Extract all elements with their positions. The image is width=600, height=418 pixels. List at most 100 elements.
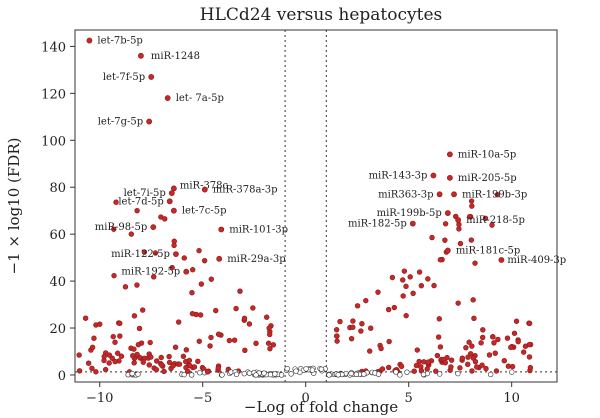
data-point	[233, 305, 239, 312]
point-annotation: miR-205-5p	[458, 173, 517, 184]
data-point	[89, 344, 96, 350]
data-point	[171, 238, 177, 244]
data-point	[198, 281, 205, 287]
chart-title: HLCd24 versus hepatocytes	[200, 5, 442, 25]
data-point	[213, 307, 219, 314]
data-point	[442, 221, 449, 227]
data-point	[263, 314, 270, 320]
point-annotation: miR363-3p	[378, 189, 433, 200]
data-point	[161, 368, 167, 375]
labeled-data-point	[218, 226, 225, 233]
data-point	[111, 226, 117, 232]
data-point	[267, 331, 273, 338]
data-point	[455, 300, 461, 306]
data-point	[437, 344, 444, 350]
data-point	[261, 370, 267, 376]
data-point	[166, 359, 173, 366]
data-point	[189, 290, 195, 296]
data-point	[181, 371, 187, 378]
data-point	[466, 339, 472, 345]
labeled-data-point	[164, 95, 171, 101]
data-point	[480, 327, 486, 333]
data-point	[196, 338, 202, 344]
point-annotation: miR-192-5p	[121, 267, 180, 278]
data-point	[197, 370, 203, 376]
data-point	[393, 369, 399, 375]
data-point	[153, 358, 160, 364]
data-point	[509, 363, 516, 370]
labeled-data-point	[444, 247, 451, 254]
data-point	[520, 349, 527, 355]
y-axis-label: −1 × log10 (FDR)	[5, 138, 23, 275]
data-point	[208, 334, 214, 341]
point-annotation: let-7g-5p	[98, 117, 143, 128]
data-point	[437, 371, 443, 377]
data-point	[491, 340, 497, 346]
data-point	[195, 358, 201, 364]
data-point	[353, 371, 360, 378]
data-point	[333, 333, 340, 339]
data-point	[309, 367, 316, 373]
data-point	[350, 324, 356, 330]
point-annotation: miR-378a-3p	[213, 185, 278, 196]
data-point	[391, 304, 398, 311]
x-tick-label: 10	[503, 391, 520, 406]
data-point	[457, 365, 463, 371]
labeled-data-point	[166, 198, 173, 205]
data-point	[463, 344, 469, 351]
data-point	[436, 316, 443, 322]
data-point	[93, 369, 99, 375]
point-annotation: let-7i-5p	[124, 188, 166, 199]
point-annotation: miR-378c	[180, 180, 229, 191]
x-tick-label: −5	[193, 391, 212, 406]
data-point	[489, 222, 495, 228]
data-point	[404, 369, 410, 375]
point-annotation: miR-182-5p	[348, 219, 407, 230]
data-point	[397, 372, 403, 378]
y-tick-label: 80	[49, 181, 66, 196]
labeled-data-point	[170, 207, 177, 214]
point-annotation: miR-10a-5p	[458, 149, 516, 160]
data-point	[335, 372, 341, 378]
labeled-data-point	[86, 37, 93, 44]
data-point	[375, 371, 382, 377]
point-annotation: miR-181c-5p	[456, 246, 520, 257]
data-point	[85, 360, 92, 366]
data-point	[467, 351, 474, 357]
data-point	[102, 366, 109, 373]
data-point	[110, 333, 116, 340]
data-point	[511, 330, 518, 336]
data-point	[334, 338, 340, 344]
data-point	[434, 352, 441, 359]
data-point	[474, 364, 480, 370]
data-point	[181, 255, 187, 261]
data-point	[416, 358, 422, 365]
data-point	[348, 335, 355, 342]
data-point	[413, 362, 420, 369]
labeled-data-point	[201, 186, 208, 193]
data-point	[114, 350, 121, 356]
data-point	[186, 357, 193, 364]
data-point	[501, 357, 507, 364]
data-point	[483, 365, 489, 372]
data-point	[172, 344, 179, 350]
data-point	[359, 321, 365, 327]
data-point	[76, 352, 82, 358]
data-point	[183, 347, 190, 353]
data-point	[522, 343, 529, 349]
data-point	[416, 269, 423, 275]
point-annotation: miR-98-5p	[95, 222, 147, 233]
data-point	[407, 274, 413, 280]
data-point	[385, 364, 392, 371]
labeled-data-point	[409, 220, 416, 227]
data-point	[250, 305, 256, 311]
data-point	[197, 312, 204, 318]
data-point	[158, 354, 164, 361]
data-point	[246, 321, 253, 327]
labeled-data-point	[451, 191, 457, 198]
point-annotation: miR-218-5p	[466, 215, 525, 226]
data-point	[526, 320, 533, 327]
data-point	[89, 365, 95, 372]
data-point	[201, 257, 208, 264]
